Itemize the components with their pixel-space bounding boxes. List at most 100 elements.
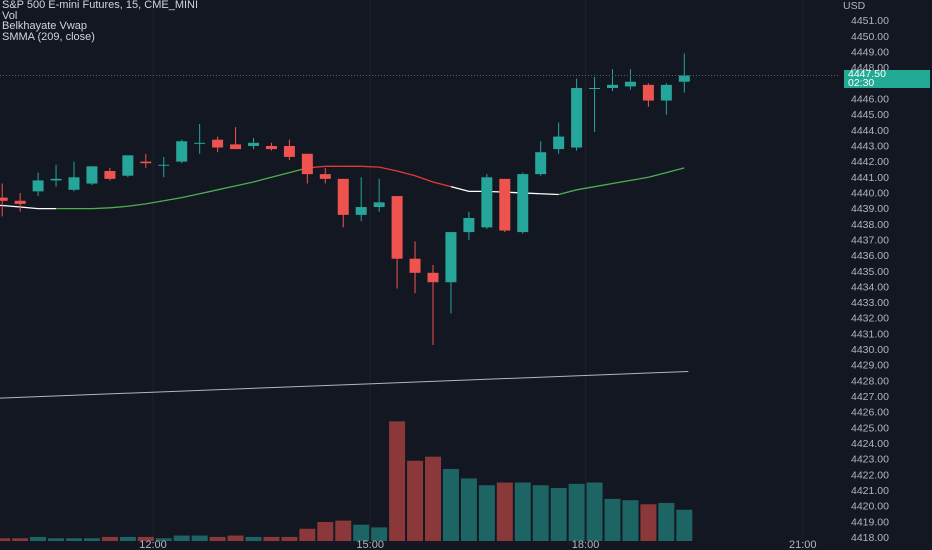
vwap-segment [450,186,470,193]
volume-bar [263,536,280,541]
volume-bar [622,500,639,541]
vwap-segment [396,170,416,177]
volume-bar [101,536,118,541]
volume-bar [550,487,567,541]
candle-body [50,178,62,181]
volume-bar [155,538,172,541]
candle-body [248,142,259,146]
candle-body [0,197,8,201]
volume-bar [640,504,657,541]
vwap-segment [235,181,254,187]
time-tick-label: 15:00 [356,539,384,550]
price-tick-label: 4451.00 [851,15,889,27]
volume-bars [0,421,693,541]
volume-bar [496,482,513,541]
price-axis[interactable]: 4451.004450.004449.004448.004447.004446.… [851,15,889,544]
volume-bar [460,478,477,541]
price-tick-label: 4432.00 [851,313,889,325]
vwap-segment [594,182,613,188]
price-tick-label: 4427.00 [851,391,889,403]
vwap-segment [20,206,39,210]
price-tick-label: 4449.00 [851,46,889,58]
volume-bar [568,483,585,541]
vwap-segment [666,167,685,174]
price-tick-label: 4424.00 [851,438,889,450]
volume-bar [371,527,388,541]
vwap-segment [163,196,182,202]
vwap-segment [145,200,164,205]
candle-body [230,144,242,150]
price-tick-label: 4420.00 [851,501,889,513]
volume-bar [0,538,11,541]
candle-body [391,196,403,259]
price-tick-label: 4419.00 [851,516,889,528]
legend-symbol[interactable]: S&P 500 E-mini Futures, 15, CME_MINI [2,0,199,11]
volume-bar [353,524,370,541]
candle-body [355,207,367,215]
candle-body [571,88,583,148]
candle-body [499,178,511,231]
price-tick-label: 4441.00 [851,172,889,184]
price-tick-label: 4433.00 [851,297,889,309]
candle-body [122,155,134,176]
volume-bar [478,485,495,541]
volume-bar [119,536,136,541]
price-tick-label: 4438.00 [851,219,889,231]
vwap-segment [414,175,434,183]
price-tick-label: 4439.00 [851,203,889,215]
time-axis[interactable]: 12:00 15:00 18:00 21:00 [139,539,816,550]
candle-body [445,232,457,283]
volume-bar [442,468,459,541]
volume-bar [83,538,100,541]
volume-bar [12,538,29,541]
candle-body [535,152,547,175]
volume-bar [281,536,298,541]
volume-bar [299,528,316,541]
candle-body [589,88,601,90]
volume-bar [317,521,334,541]
vwap-segment [576,186,595,191]
price-tick-label: 4421.00 [851,485,889,497]
price-tick-label: 4435.00 [851,266,889,278]
volume-bar [389,421,406,541]
price-tick-label: 4422.00 [851,469,889,481]
volume-bar [407,460,424,541]
volume-bar [245,536,262,541]
price-tick-label: 4436.00 [851,250,889,262]
price-tick-label: 4440.00 [851,187,889,199]
time-tick-label: 21:00 [789,539,817,550]
volume-bar [425,456,441,541]
price-tick-label: 4430.00 [851,344,889,356]
price-tick-label: 4437.00 [851,234,889,246]
vwap-segment [271,171,290,178]
candle-body [660,84,672,101]
price-tick-label: 4423.00 [851,454,889,466]
vwap-segment [648,171,667,178]
legend-vol[interactable]: Vol [2,9,18,22]
candle-body [427,272,439,283]
legend-smma[interactable]: SMMA (209, close) [2,30,95,43]
vwap-segment [432,181,452,188]
vwap-segment [558,189,577,196]
price-tick-label: 4445.00 [851,109,889,121]
currency-label[interactable]: USD [843,0,866,12]
candles [0,53,690,345]
candle-body [194,142,206,144]
volume-bar [658,502,675,541]
volume-bar [137,536,154,541]
vwap-segment [379,166,398,172]
vwap-segment [361,165,380,168]
volume-bar [604,498,621,541]
candle-body [517,174,529,233]
vwap-segment [612,179,631,185]
volume-bar [227,535,244,541]
grid-lines [152,0,804,540]
candle-body [32,180,44,192]
price-tick-label: 4446.00 [851,93,889,105]
price-tick-label: 4426.00 [851,407,889,419]
legend-vwap[interactable]: Belkhayate Vwap [2,20,87,32]
candle-body [68,177,80,190]
candle-body [176,141,188,162]
vwap-segment [540,193,559,196]
